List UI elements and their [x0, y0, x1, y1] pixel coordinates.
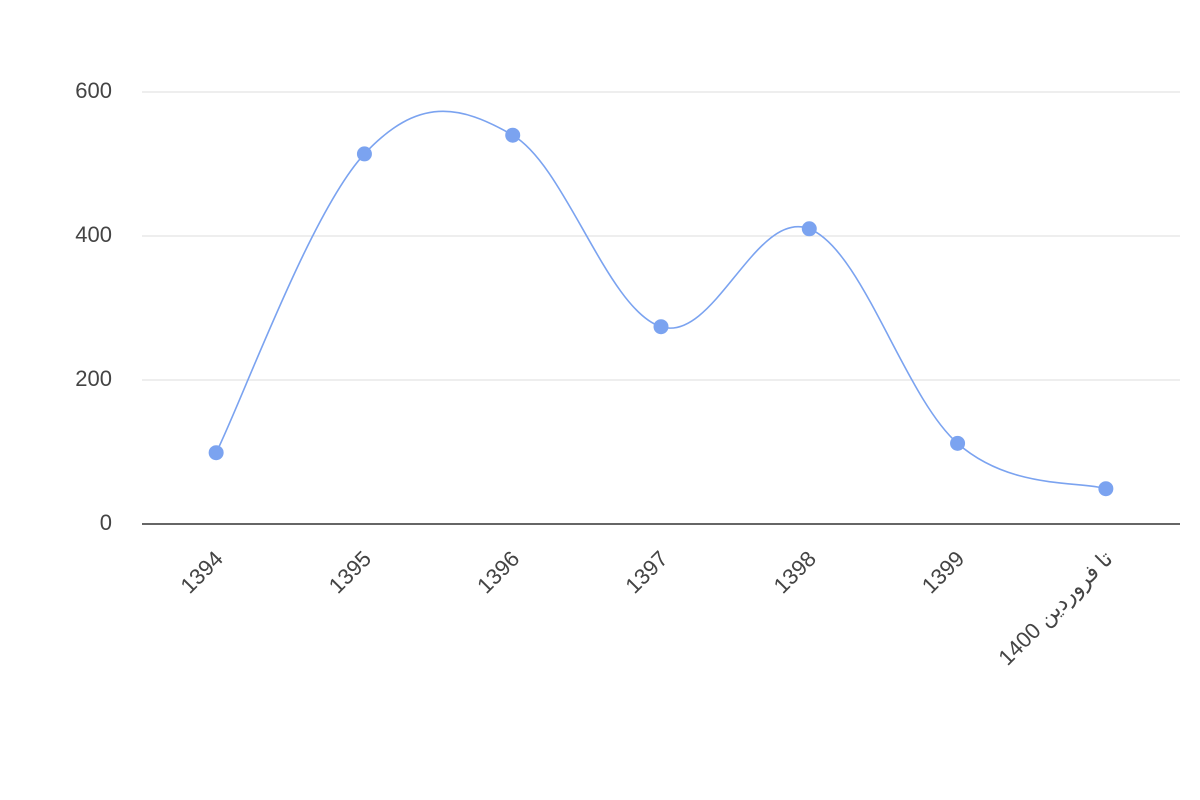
x-tick-label: 1395	[324, 546, 376, 598]
point	[1098, 481, 1114, 497]
point	[653, 319, 669, 335]
y-tick-label: 0	[100, 510, 112, 535]
point	[208, 445, 224, 461]
y-tick-label: 600	[75, 78, 112, 103]
y-tick-label: 400	[75, 222, 112, 247]
x-tick-label: 1396	[472, 546, 524, 598]
y-tick-label: 200	[75, 366, 112, 391]
x-tick-label: 1399	[917, 546, 969, 598]
x-tick-label: 1397	[620, 546, 672, 598]
point	[356, 146, 372, 162]
line	[215, 110, 1107, 490]
x-tick-label: تا فروردین 1400	[993, 546, 1117, 670]
x-tick-label: 1398	[769, 546, 821, 598]
x-tick-label: 1394	[175, 546, 227, 598]
point	[950, 435, 966, 451]
point	[801, 221, 817, 237]
point	[505, 127, 521, 143]
